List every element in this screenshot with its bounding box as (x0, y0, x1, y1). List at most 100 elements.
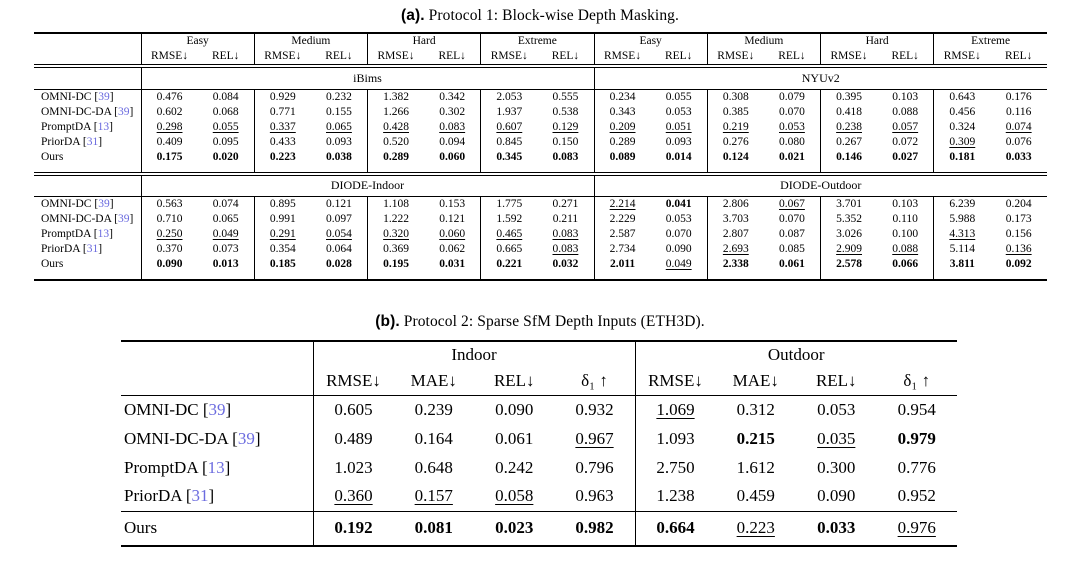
value-cell: 0.155 (326, 105, 352, 118)
value-cell: 1.093 (634, 424, 716, 453)
value-cell: 2.734 (593, 242, 651, 257)
method-name-cell: PromptDA [13] (41, 228, 113, 240)
value-cell: 0.648 (414, 457, 453, 477)
metric-header: RMSE↓ (480, 49, 538, 68)
value-cell: 0.967 (575, 428, 614, 448)
metric-header: REL↓ (197, 49, 255, 68)
value-cell: 2.053 (480, 89, 538, 105)
value-cell: 0.234 (593, 89, 651, 105)
metric-header: REL↓ (990, 49, 1047, 68)
value-cell: 0.320 (367, 227, 425, 242)
value-cell: 0.085 (779, 243, 805, 255)
value-cell: 2.338 (706, 257, 764, 281)
difficulty-header: Medium (706, 32, 821, 49)
value-cell: 0.250 (140, 227, 198, 242)
value-cell: 0.643 (933, 89, 991, 105)
value-cell: 0.267 (820, 134, 878, 150)
value-cell: 0.095 (212, 135, 239, 148)
citation-link[interactable]: 39 (208, 399, 226, 419)
value-cell: 1.775 (480, 196, 538, 212)
method-name-cell: PromptDA [13] (124, 457, 231, 477)
value-cell: 0.066 (877, 257, 934, 281)
value-cell: 0.070 (779, 105, 805, 118)
value-cell: 0.053 (665, 213, 692, 225)
value-cell: 0.064 (326, 243, 352, 255)
metric-header: MAE↓ (393, 368, 474, 396)
value-cell: 0.083 (439, 120, 466, 133)
value-cell: 0.087 (779, 228, 805, 240)
difficulty-header: Medium (253, 32, 368, 49)
value-cell: 1.023 (312, 453, 394, 482)
value-cell: 0.982 (554, 511, 635, 547)
value-cell: 0.083 (552, 243, 579, 255)
value-cell: 0.061 (495, 428, 534, 448)
value-cell: 0.963 (554, 482, 635, 512)
value-cell: 0.080 (779, 135, 805, 148)
value-cell: 0.054 (326, 228, 352, 240)
value-cell: 0.291 (253, 227, 311, 242)
method-name-cell: Ours (34, 149, 141, 176)
citation-link[interactable]: 39 (98, 198, 110, 210)
value-cell: 0.092 (990, 257, 1047, 281)
citation-link[interactable]: 39 (98, 90, 110, 103)
value-cell: 0.088 (892, 243, 919, 255)
value-cell: 0.081 (393, 511, 474, 547)
value-cell: 0.129 (552, 120, 579, 133)
value-cell: 0.121 (439, 213, 466, 225)
value-cell: 0.035 (817, 428, 856, 448)
citation-link[interactable]: 31 (86, 243, 99, 255)
citation-link[interactable]: 39 (118, 105, 130, 118)
value-cell: 1.382 (367, 89, 425, 105)
value-cell: 0.555 (552, 90, 579, 103)
value-cell: 2.750 (634, 453, 716, 482)
value-cell: 0.038 (310, 149, 368, 176)
value-cell: 0.074 (1005, 120, 1032, 133)
value-cell: 2.807 (706, 227, 764, 242)
citation-link[interactable]: 31 (86, 135, 99, 148)
value-cell: 3.026 (820, 227, 878, 242)
table-a-caption-text: Protocol 1: Block-wise Depth Masking. (428, 7, 680, 24)
value-cell: 0.065 (212, 213, 239, 225)
dataset-header: Outdoor (634, 340, 957, 368)
value-cell: 0.276 (706, 134, 764, 150)
value-cell: 0.370 (140, 242, 198, 257)
method-name-cell: OMNI-DC-DA [39] (41, 105, 134, 118)
protocol-1-table: Easy Medium Hard Extreme Easy Medium Hard Extre… (34, 32, 1047, 281)
value-cell: 0.051 (665, 120, 692, 133)
value-cell: 0.033 (796, 511, 877, 547)
value-cell: 0.032 (537, 257, 594, 281)
metric-header: REL↓ (650, 49, 708, 68)
metric-header: REL↓ (474, 368, 555, 396)
citation-link[interactable]: 39 (237, 428, 255, 448)
value-cell: 0.369 (367, 242, 425, 257)
metric-header: REL↓ (310, 49, 368, 68)
citation-link[interactable]: 39 (118, 213, 130, 225)
citation-link[interactable]: 31 (191, 486, 209, 506)
value-cell: 0.181 (933, 149, 991, 176)
value-cell: 0.354 (253, 242, 311, 257)
value-cell: 0.146 (820, 149, 878, 176)
value-cell: 0.771 (253, 104, 311, 120)
value-cell: 0.083 (537, 149, 594, 176)
metric-header: RMSE↓ (253, 49, 311, 68)
value-cell: 0.796 (575, 457, 614, 477)
value-cell: 0.309 (933, 134, 991, 150)
value-cell: 0.014 (650, 149, 708, 176)
citation-link[interactable]: 13 (97, 228, 110, 240)
value-cell: 1.108 (367, 196, 425, 212)
citation-link[interactable]: 13 (207, 457, 225, 477)
metric-header: RMSE↓ (312, 368, 394, 396)
value-cell: 0.033 (990, 149, 1047, 176)
value-cell: 0.090 (665, 243, 692, 255)
value-cell: 0.175 (140, 149, 198, 176)
value-cell: 0.053 (779, 120, 805, 133)
citation-link[interactable]: 13 (97, 120, 110, 133)
value-cell: 2.011 (593, 257, 651, 281)
value-cell: 0.157 (393, 482, 474, 512)
value-cell: 0.074 (212, 198, 239, 210)
protocol-2-table-body: Indoor Outdoor RMSE↓ MAE↓ REL↓ δ₁ ↑ RMSE↓ MAE↓ R… (121, 340, 957, 547)
value-cell: 0.156 (1005, 228, 1032, 240)
method-name-cell: Ours (34, 257, 141, 281)
value-cell: 0.385 (706, 104, 764, 120)
value-cell: 0.013 (197, 257, 255, 281)
